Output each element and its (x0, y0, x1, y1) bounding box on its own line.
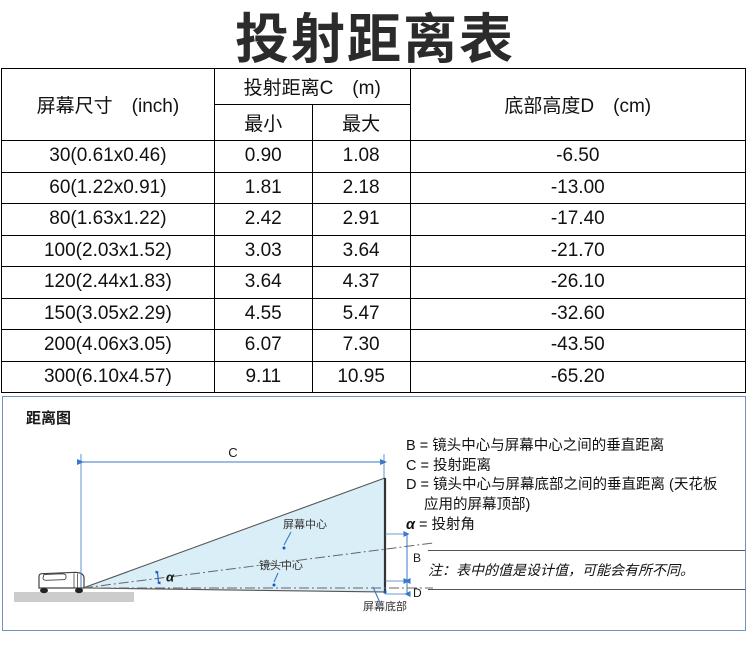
svg-text:屏幕底部: 屏幕底部 (363, 599, 407, 613)
svg-text:D: D (413, 586, 422, 600)
svg-text:B: B (413, 551, 421, 565)
svg-text:镜头中心: 镜头中心 (259, 558, 303, 572)
svg-text:屏幕中心: 屏幕中心 (283, 517, 327, 531)
svg-text:C: C (228, 445, 237, 460)
svg-text:α: α (166, 570, 175, 585)
